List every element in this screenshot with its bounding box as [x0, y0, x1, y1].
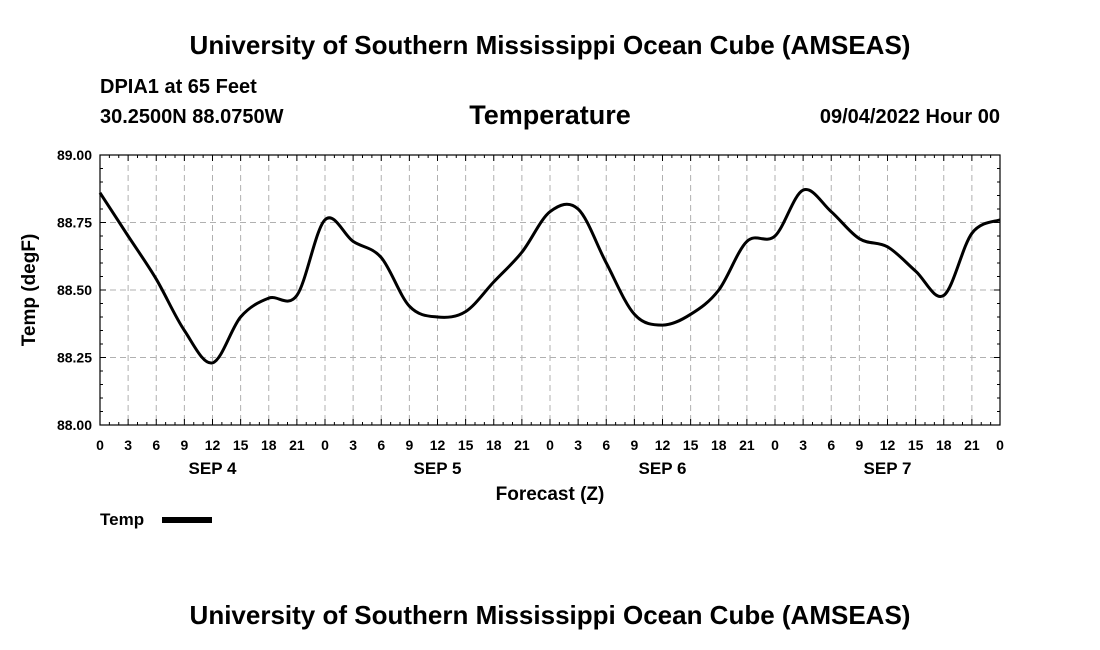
x-tick-label: 0 — [321, 437, 329, 453]
x-tick-label: 9 — [630, 437, 638, 453]
legend-label: Temp — [100, 510, 145, 529]
x-tick-label: 12 — [205, 437, 221, 453]
x-tick-label: 9 — [855, 437, 863, 453]
x-tick-label: 6 — [602, 437, 610, 453]
coordinates-label: 30.2500N 88.0750W — [100, 106, 284, 128]
x-tick-label: 21 — [289, 437, 305, 453]
x-tick-label: 3 — [349, 437, 357, 453]
variable-title: Temperature — [469, 100, 631, 130]
day-label: SEP 4 — [189, 459, 237, 478]
x-tick-label: 3 — [799, 437, 807, 453]
x-axis-label: Forecast (Z) — [496, 484, 605, 505]
y-tick-label: 88.50 — [57, 282, 92, 298]
station-label: DPIA1 at 65 Feet — [100, 76, 257, 98]
x-tick-label: 6 — [827, 437, 835, 453]
y-tick-label: 88.25 — [57, 350, 92, 366]
x-tick-label: 15 — [458, 437, 474, 453]
y-tick-label: 89.00 — [57, 147, 92, 163]
x-tick-label: 15 — [908, 437, 924, 453]
x-tick-label: 3 — [574, 437, 582, 453]
x-tick-label: 18 — [711, 437, 727, 453]
x-tick-label: 6 — [152, 437, 160, 453]
legend-line-swatch — [162, 517, 212, 523]
footer-title: University of Southern Mississippi Ocean… — [189, 600, 911, 630]
x-tick-label: 9 — [180, 437, 188, 453]
x-tick-label: 0 — [771, 437, 779, 453]
datetime-label: 09/04/2022 Hour 00 — [819, 106, 1000, 128]
x-tick-label: 18 — [261, 437, 277, 453]
x-tick-label: 3 — [124, 437, 132, 453]
x-tick-label: 6 — [377, 437, 385, 453]
x-tick-label: 15 — [683, 437, 699, 453]
x-tick-label: 15 — [233, 437, 249, 453]
y-tick-label: 88.75 — [57, 215, 92, 231]
x-tick-label: 21 — [964, 437, 980, 453]
day-label: SEP 5 — [414, 459, 462, 478]
day-label: SEP 7 — [864, 459, 912, 478]
x-tick-label: 18 — [486, 437, 502, 453]
x-tick-label: 9 — [405, 437, 413, 453]
x-tick-label: 21 — [514, 437, 530, 453]
x-tick-label: 18 — [936, 437, 952, 453]
y-axis-label: Temp (degF) — [19, 234, 40, 347]
chart-title: University of Southern Mississippi Ocean… — [189, 30, 911, 60]
x-tick-label: 12 — [430, 437, 446, 453]
day-label: SEP 6 — [639, 459, 687, 478]
x-tick-label: 12 — [655, 437, 671, 453]
y-tick-label: 88.00 — [57, 417, 92, 433]
x-tick-label: 21 — [739, 437, 755, 453]
x-tick-label: 0 — [96, 437, 104, 453]
x-tick-label: 0 — [546, 437, 554, 453]
x-tick-label: 12 — [880, 437, 896, 453]
temp-series-line — [98, 188, 1001, 365]
x-tick-label: 0 — [996, 437, 1004, 453]
